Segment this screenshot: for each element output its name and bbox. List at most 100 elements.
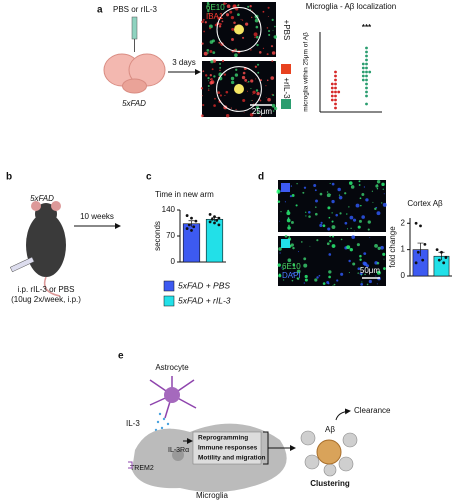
speckle <box>287 209 290 212</box>
speckle <box>207 77 210 80</box>
speckle <box>283 279 285 281</box>
condition-swatch <box>281 64 291 74</box>
speckle <box>278 247 282 251</box>
speckle <box>286 211 291 216</box>
dot <box>213 221 216 225</box>
speckle <box>244 78 248 82</box>
speckle <box>292 263 296 267</box>
speckle <box>256 111 259 114</box>
speckle <box>359 197 362 200</box>
panel-letter: b <box>6 172 12 183</box>
speckle <box>375 275 377 277</box>
panel-letter: a <box>97 5 103 16</box>
arrow <box>335 408 351 421</box>
speckle <box>277 200 281 203</box>
speckle <box>274 106 278 111</box>
speckle <box>331 225 336 229</box>
dot <box>190 229 193 232</box>
dot <box>330 98 334 102</box>
dot <box>365 74 368 78</box>
speckle <box>225 3 227 5</box>
speckle <box>256 35 259 39</box>
speckle <box>206 1 210 5</box>
nucleus <box>172 449 184 461</box>
speckle <box>209 27 212 30</box>
speckle <box>376 188 379 190</box>
speckle <box>352 218 357 222</box>
amyloid-plaque <box>316 439 342 465</box>
effects-box <box>192 431 262 465</box>
speckle <box>315 199 318 203</box>
speckle <box>331 220 334 223</box>
speckle <box>279 220 281 222</box>
speckle <box>277 263 281 267</box>
speckle <box>255 106 260 110</box>
dot <box>334 106 337 110</box>
speckle <box>208 80 210 82</box>
speckle <box>308 215 311 218</box>
outcome-label: Clearance <box>354 406 391 415</box>
speckle <box>242 36 245 39</box>
dot <box>217 223 221 227</box>
speckle <box>247 80 250 83</box>
speckle <box>214 97 216 100</box>
effect-label: Reprogramming <box>198 435 248 442</box>
speckle <box>202 18 205 21</box>
speckle <box>225 114 230 118</box>
dot <box>334 94 337 98</box>
speckle <box>295 204 298 207</box>
speckle <box>219 66 222 69</box>
speckle <box>200 87 204 90</box>
speckle <box>291 279 294 282</box>
dot <box>334 78 337 82</box>
speckle <box>382 202 387 207</box>
speckle <box>242 99 246 103</box>
speckle <box>358 219 362 223</box>
mouse-ear <box>51 201 61 211</box>
speckle <box>360 274 363 276</box>
speckle <box>318 274 321 277</box>
stain-label: DAPI <box>282 271 301 280</box>
speckle <box>201 20 204 24</box>
speckle <box>288 224 290 227</box>
speckle <box>316 276 319 279</box>
speckle <box>383 258 385 260</box>
legend-label: 5xFAD + PBS <box>178 280 230 290</box>
speckle <box>326 242 330 246</box>
speckle <box>359 254 362 258</box>
speckle <box>300 241 303 243</box>
speckle <box>308 210 311 214</box>
scale-bar-label: 25μm <box>252 107 273 116</box>
speckle <box>207 9 210 13</box>
speckle <box>286 218 291 223</box>
speckle <box>231 27 235 31</box>
speckle <box>319 192 323 196</box>
speckle <box>298 251 300 253</box>
speckle <box>356 243 360 247</box>
effect-label: Motility and migration <box>198 455 266 462</box>
speckle <box>381 182 385 187</box>
dot <box>421 258 425 262</box>
dot <box>187 223 191 227</box>
receptor-label: IL-3Rα <box>168 447 189 454</box>
speckle <box>266 27 269 29</box>
speckle <box>242 71 246 75</box>
condition-swatch <box>281 183 290 192</box>
speckle <box>212 59 217 63</box>
speckle <box>296 269 301 274</box>
speckle <box>207 5 209 7</box>
speckle <box>209 49 213 53</box>
speckle <box>251 16 253 19</box>
speckle <box>348 181 353 185</box>
speckle <box>270 45 274 48</box>
speckle <box>361 193 365 196</box>
dot <box>365 90 368 94</box>
speckle <box>276 189 281 194</box>
speckle <box>287 226 291 230</box>
legend-swatch <box>163 280 175 292</box>
speckle <box>235 108 237 111</box>
speckle <box>338 194 341 196</box>
dot <box>334 86 337 90</box>
dot <box>423 242 427 246</box>
